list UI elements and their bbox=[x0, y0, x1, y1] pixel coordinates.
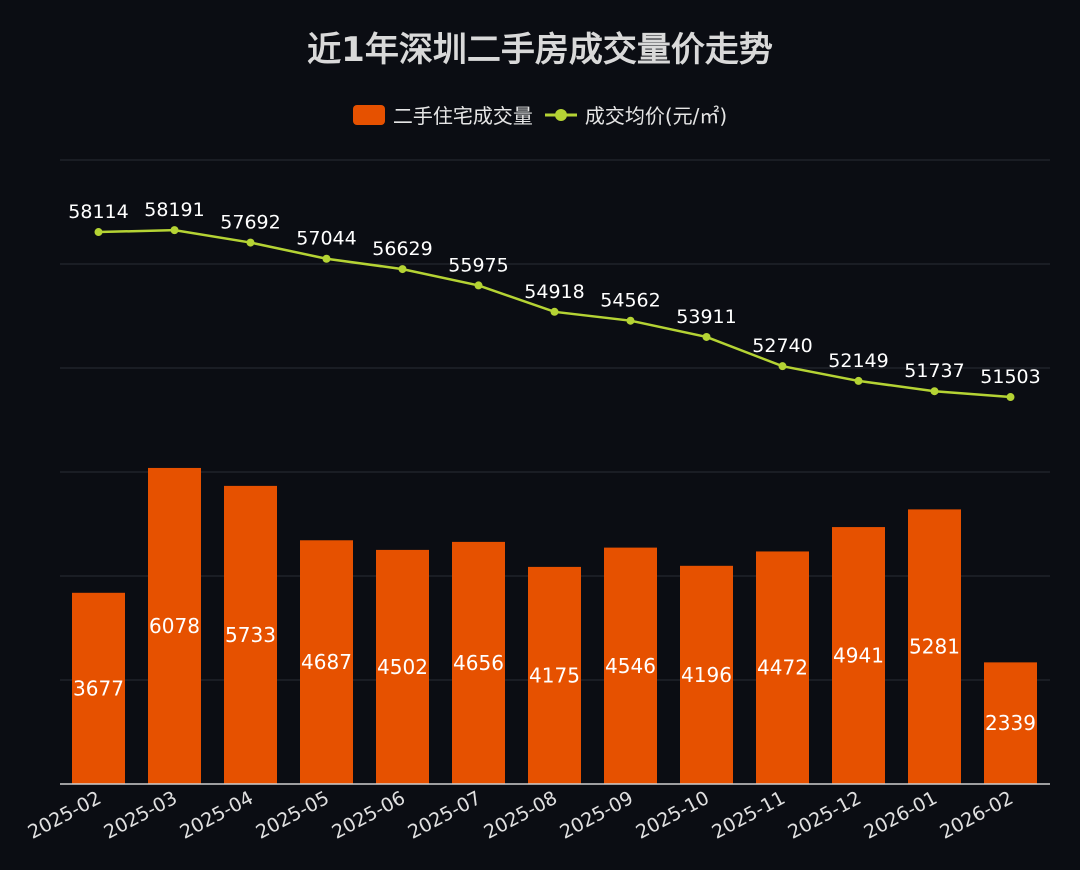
price-point-2025-03 bbox=[170, 226, 179, 235]
price-value-label: 54562 bbox=[600, 290, 660, 312]
x-tick-label: 2025-07 bbox=[404, 787, 484, 844]
price-point-2026-01 bbox=[930, 387, 939, 396]
x-tick-label: 2025-06 bbox=[328, 787, 408, 844]
legend-item-price[interactable]: 成交均价(元/㎡) bbox=[544, 100, 728, 129]
chart-title: 近1年深圳二手房成交量价走势 bbox=[307, 30, 773, 70]
x-tick-label: 2025-04 bbox=[176, 787, 256, 844]
price-point-2025-04 bbox=[246, 238, 255, 247]
legend-line-swatch bbox=[544, 108, 577, 121]
price-point-2025-12 bbox=[854, 376, 863, 385]
bar-value-label: 3677 bbox=[73, 676, 124, 700]
x-tick-label: 2026-01 bbox=[860, 787, 940, 844]
bar-2025-08 bbox=[528, 566, 581, 784]
legend: 二手住宅成交量 成交均价(元/㎡) bbox=[0, 100, 1080, 129]
price-value-label: 58191 bbox=[144, 199, 204, 221]
price-value-label: 57692 bbox=[220, 212, 280, 234]
price-value-label: 54918 bbox=[524, 281, 584, 303]
bar-value-label: 4656 bbox=[453, 651, 504, 675]
price-value-label: 56629 bbox=[372, 238, 432, 260]
bar-value-label: 4546 bbox=[605, 654, 656, 678]
bar-2026-02 bbox=[984, 662, 1037, 784]
price-point-2025-10 bbox=[702, 332, 711, 341]
price-point-2025-11 bbox=[778, 362, 787, 371]
legend-price-label: 成交均价(元/㎡) bbox=[584, 104, 728, 128]
bar-value-label: 4472 bbox=[757, 656, 808, 680]
legend-volume-label: 二手住宅成交量 bbox=[392, 104, 533, 128]
bar-2025-12 bbox=[832, 527, 885, 784]
x-tick-label: 2026-02 bbox=[936, 787, 1016, 844]
bar-value-label: 4196 bbox=[681, 663, 732, 687]
bar-value-label: 4941 bbox=[833, 644, 884, 668]
price-value-label: 52149 bbox=[828, 350, 888, 372]
bar-2025-07 bbox=[452, 541, 505, 784]
price-value-label: 57044 bbox=[296, 228, 356, 250]
price-point-2025-06 bbox=[398, 265, 407, 274]
x-tick-label: 2025-02 bbox=[24, 787, 104, 844]
legend-item-volume[interactable]: 二手住宅成交量 bbox=[352, 100, 533, 129]
x-tick-label: 2025-11 bbox=[708, 787, 788, 844]
x-tick-label: 2025-09 bbox=[556, 787, 636, 844]
bar-2025-04 bbox=[224, 485, 277, 784]
price-value-label: 51503 bbox=[980, 366, 1040, 388]
bar-value-label: 6078 bbox=[149, 614, 200, 638]
bar-2025-10 bbox=[680, 565, 733, 784]
price-point-2025-08 bbox=[550, 307, 559, 316]
price-value-label: 55975 bbox=[448, 254, 508, 276]
legend-bar-swatch bbox=[352, 104, 385, 125]
x-tick-label: 2025-05 bbox=[252, 787, 332, 844]
bar-value-label: 4687 bbox=[301, 650, 352, 674]
price-point-2026-02 bbox=[1006, 393, 1015, 402]
price-point-2025-09 bbox=[626, 316, 635, 325]
bar-2025-02 bbox=[72, 592, 125, 784]
bar-value-label: 5281 bbox=[909, 635, 960, 659]
x-tick-label: 2025-10 bbox=[632, 787, 712, 844]
bar-2026-01 bbox=[908, 509, 961, 784]
price-point-2025-07 bbox=[474, 281, 483, 290]
price-point-2025-02 bbox=[94, 228, 103, 237]
bar-value-label: 5733 bbox=[225, 623, 276, 647]
price-point-2025-05 bbox=[322, 254, 331, 263]
x-tick-label: 2025-08 bbox=[480, 787, 560, 844]
bar-value-label: 4175 bbox=[529, 663, 580, 687]
x-tick-label: 2025-03 bbox=[100, 787, 180, 844]
bar-2025-05 bbox=[300, 540, 353, 784]
price-value-label: 52740 bbox=[752, 335, 812, 357]
bar-2025-09 bbox=[604, 547, 657, 784]
x-tick-label: 2025-12 bbox=[784, 787, 864, 844]
price-value-label: 58114 bbox=[68, 201, 128, 223]
bar-value-label: 2339 bbox=[985, 711, 1036, 735]
bar-value-label: 4502 bbox=[377, 655, 428, 679]
price-value-label: 53911 bbox=[676, 306, 736, 328]
price-value-label: 51737 bbox=[904, 360, 964, 382]
bar-2025-06 bbox=[376, 549, 429, 784]
bar-2025-03 bbox=[148, 467, 201, 784]
bar-2025-11 bbox=[756, 551, 809, 784]
